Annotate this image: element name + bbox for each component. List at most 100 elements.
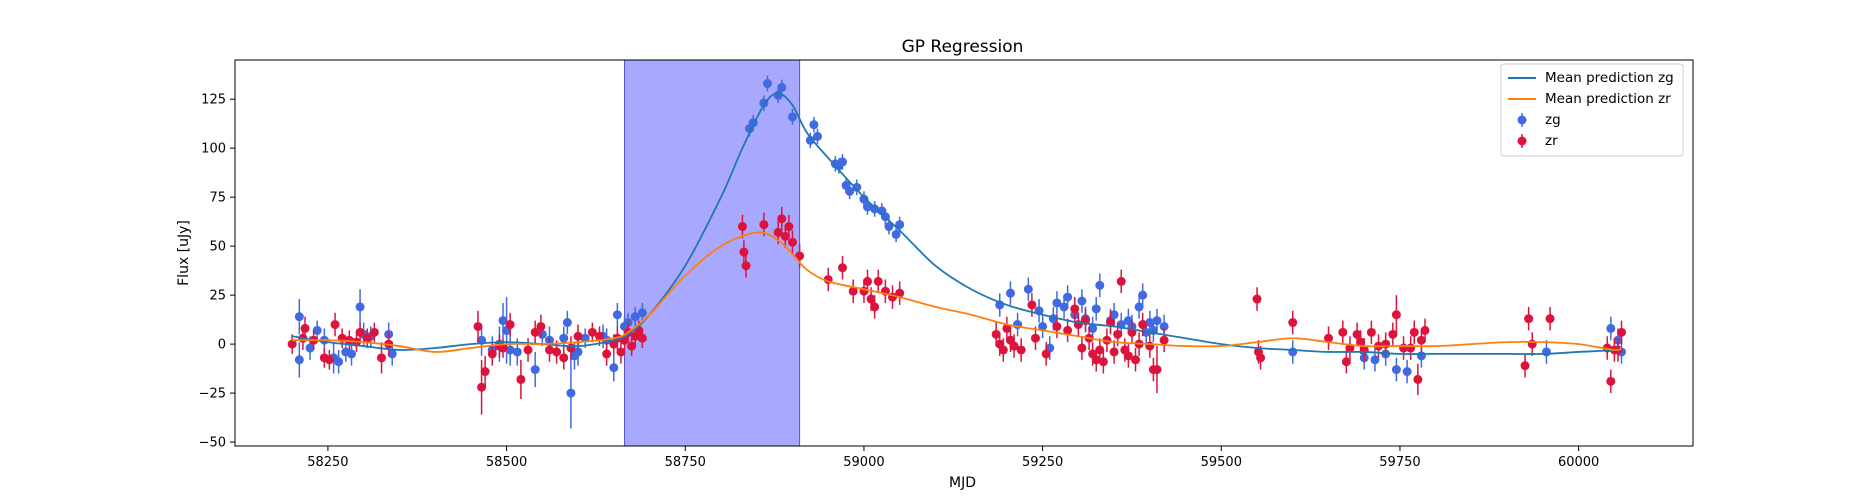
data-point — [1091, 355, 1101, 365]
y-tick-label: 50 — [209, 240, 226, 255]
data-point — [1527, 339, 1537, 349]
data-point — [873, 276, 883, 286]
y-tick-label: 100 — [201, 142, 226, 157]
data-point — [369, 327, 379, 337]
data-point — [530, 365, 540, 375]
data-point — [1391, 310, 1401, 320]
data-point — [1023, 284, 1033, 294]
data-point — [1391, 365, 1401, 375]
data-point — [838, 263, 847, 273]
data-point — [637, 308, 647, 318]
data-point — [305, 343, 315, 353]
legend: Mean prediction zg Mean prediction zr zg… — [1500, 63, 1684, 157]
x-tick-label: 60000 — [1558, 455, 1599, 470]
legend-swatch-zr-marker — [1517, 136, 1527, 146]
data-point — [1106, 318, 1116, 328]
data-point — [1145, 318, 1155, 328]
y-tick-label: 75 — [209, 191, 226, 206]
data-point — [1356, 337, 1366, 347]
legend-label-zg: zg — [1545, 112, 1561, 128]
data-point — [630, 312, 640, 322]
data-point — [287, 339, 297, 349]
legend-swatch-zg-marker — [1517, 115, 1527, 125]
data-point — [1077, 343, 1087, 353]
data-point — [1545, 314, 1555, 324]
data-point — [1009, 341, 1019, 351]
y-tick-label: 0 — [218, 338, 226, 353]
data-point — [1116, 276, 1126, 286]
data-point — [1402, 367, 1412, 377]
data-point — [1159, 335, 1169, 345]
data-point — [1606, 376, 1616, 386]
data-point — [516, 374, 526, 384]
mean-line-zg — [292, 92, 1622, 355]
x-tick-label: 59750 — [1379, 455, 1420, 470]
data-point — [1138, 290, 1148, 300]
x-tick-label: 58750 — [665, 455, 706, 470]
data-point — [595, 331, 604, 341]
mean-line-zr — [292, 231, 1622, 353]
data-point — [559, 353, 569, 363]
data-point — [777, 214, 787, 224]
data-point — [787, 112, 797, 122]
data-point — [1341, 357, 1351, 367]
data-point — [523, 345, 533, 355]
data-point — [477, 382, 487, 392]
data-point — [616, 347, 626, 357]
data-point — [1030, 333, 1040, 343]
data-point — [294, 312, 304, 322]
data-point — [1606, 323, 1616, 333]
data-point — [777, 82, 787, 92]
y-axis: −50 −25 0 25 50 75 100 125 — [199, 93, 235, 451]
data-point — [991, 329, 1001, 339]
data-point — [552, 347, 562, 357]
data-point — [1152, 316, 1162, 326]
data-point — [362, 333, 372, 343]
data-point — [812, 131, 822, 141]
data-point — [1098, 357, 1108, 367]
x-tick-label: 59250 — [1022, 455, 1063, 470]
data-point — [1288, 318, 1298, 328]
data-point — [1420, 325, 1430, 335]
data-point — [1370, 355, 1380, 365]
data-point — [1159, 321, 1169, 331]
y-tick-label: 25 — [209, 289, 226, 304]
y-axis-label: Flux [uJy] — [176, 220, 192, 286]
data-point — [324, 355, 334, 365]
data-point — [573, 347, 583, 357]
data-point — [852, 182, 862, 192]
data-point — [473, 321, 483, 331]
data-point — [737, 222, 747, 232]
data-point — [1524, 314, 1534, 324]
data-point — [573, 331, 583, 341]
data-point — [505, 345, 515, 355]
data-point — [1138, 320, 1148, 330]
data-point — [891, 229, 901, 239]
data-point — [1520, 361, 1530, 371]
data-point — [1063, 292, 1073, 302]
data-point — [1338, 327, 1348, 337]
data-point — [498, 316, 508, 326]
data-point — [1052, 321, 1062, 331]
chart-title: GP Regression — [902, 37, 1024, 57]
data-point — [809, 120, 819, 130]
data-point — [537, 329, 547, 339]
data-point — [1388, 329, 1398, 339]
data-point — [587, 327, 597, 337]
data-point — [300, 323, 310, 333]
x-tick-label: 58250 — [307, 455, 348, 470]
data-point — [1416, 351, 1426, 361]
plot-area — [287, 59, 1627, 447]
x-axis-label: MJD — [949, 475, 976, 491]
series-zg — [294, 75, 1627, 429]
data-point — [334, 357, 344, 367]
data-point — [559, 333, 569, 343]
legend-label-zr-line: Mean prediction zr — [1545, 91, 1671, 107]
data-point — [1123, 351, 1133, 361]
data-point — [1002, 323, 1012, 333]
data-point — [895, 220, 905, 230]
data-point — [355, 327, 365, 337]
data-point — [562, 318, 572, 328]
data-point — [1409, 327, 1419, 337]
data-point — [480, 367, 490, 377]
